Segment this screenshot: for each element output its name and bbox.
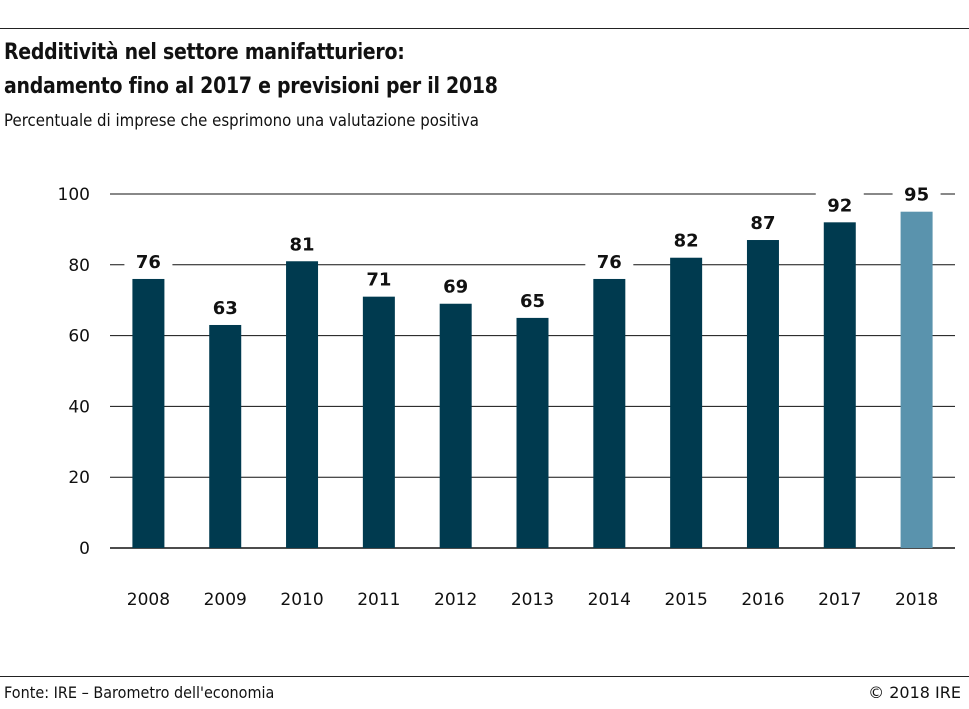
chart-title-line1: Redditività nel settore manifatturiero: xyxy=(4,40,405,65)
bar-2009 xyxy=(209,324,242,548)
data-label-background xyxy=(892,181,941,206)
x-tick-label-2010: 2010 xyxy=(280,590,323,610)
data-label-2011: 71 xyxy=(366,270,391,291)
x-tick-label-2015: 2015 xyxy=(665,590,708,610)
bar-2012 xyxy=(439,303,472,548)
data-label-2014: 76 xyxy=(597,252,622,273)
bar-2008 xyxy=(132,278,165,548)
bar-2010 xyxy=(286,261,319,548)
data-label-2013: 65 xyxy=(520,291,545,312)
data-label-background xyxy=(738,210,787,235)
x-tick-label-2016: 2016 xyxy=(741,590,784,610)
data-label-background xyxy=(431,273,480,298)
data-label-2008: 76 xyxy=(136,252,161,273)
bar-chart: 0 20 40 60 80 100 76 63 81 71 69 65 76 82 87 92 95 2008… xyxy=(58,181,955,610)
data-label-2017: 92 xyxy=(827,195,852,216)
footer-source: Fonte: IRE – Barometro dell'economia xyxy=(4,683,275,702)
footer-rule xyxy=(0,676,969,677)
data-label-2009: 63 xyxy=(213,298,238,319)
data-label-background xyxy=(585,248,634,273)
x-tick-label-2012: 2012 xyxy=(434,590,477,610)
data-label-background xyxy=(278,231,327,256)
data-label-background xyxy=(508,287,557,312)
data-label-background xyxy=(201,294,250,319)
data-labels: 76 63 81 71 69 65 76 82 87 92 95 xyxy=(124,181,941,319)
data-label-background xyxy=(815,192,864,217)
footer-copyright: © 2018 IRE xyxy=(868,683,961,702)
x-tick-label-2009: 2009 xyxy=(204,590,247,610)
data-label-2016: 87 xyxy=(750,213,775,234)
x-tick-label-2014: 2014 xyxy=(588,590,631,610)
bar-2013 xyxy=(516,317,549,548)
data-label-background xyxy=(354,266,403,291)
data-label-2010: 81 xyxy=(290,234,315,255)
bars xyxy=(132,211,933,548)
bar-2015 xyxy=(670,257,703,548)
top-rule xyxy=(0,28,969,29)
x-tick-label-2017: 2017 xyxy=(818,590,861,610)
bar-2016 xyxy=(746,240,779,548)
y-tick-label: 60 xyxy=(68,327,90,347)
x-tick-label-2013: 2013 xyxy=(511,590,554,610)
y-tick-label: 0 xyxy=(79,539,90,559)
data-label-2015: 82 xyxy=(674,231,699,252)
y-tick-label: 80 xyxy=(68,256,90,276)
bar-2018 xyxy=(900,211,933,548)
y-axis-ticks: 0 20 40 60 80 100 xyxy=(58,185,90,559)
data-label-2018: 95 xyxy=(904,185,929,206)
x-tick-label-2008: 2008 xyxy=(127,590,170,610)
data-label-2012: 69 xyxy=(443,277,468,298)
y-tick-label: 40 xyxy=(68,397,90,417)
bar-2017 xyxy=(823,222,856,548)
chart-title-line2: andamento fino al 2017 e previsioni per … xyxy=(4,74,498,99)
data-label-background xyxy=(662,227,711,252)
bar-2011 xyxy=(362,296,395,548)
bar-2014 xyxy=(593,278,626,548)
x-tick-label-2018: 2018 xyxy=(895,590,938,610)
x-tick-label-2011: 2011 xyxy=(357,590,400,610)
chart-subtitle: Percentuale di imprese che esprimono una… xyxy=(4,111,479,131)
y-tick-label: 20 xyxy=(68,468,90,488)
chart-title: Redditività nel settore manifatturiero: … xyxy=(4,36,498,104)
x-axis-ticks: 2008 2009 2010 2011 2012 2013 2014 2015 2016 2017… xyxy=(127,590,938,610)
data-label-background xyxy=(124,248,173,273)
y-tick-label: 100 xyxy=(58,185,90,205)
